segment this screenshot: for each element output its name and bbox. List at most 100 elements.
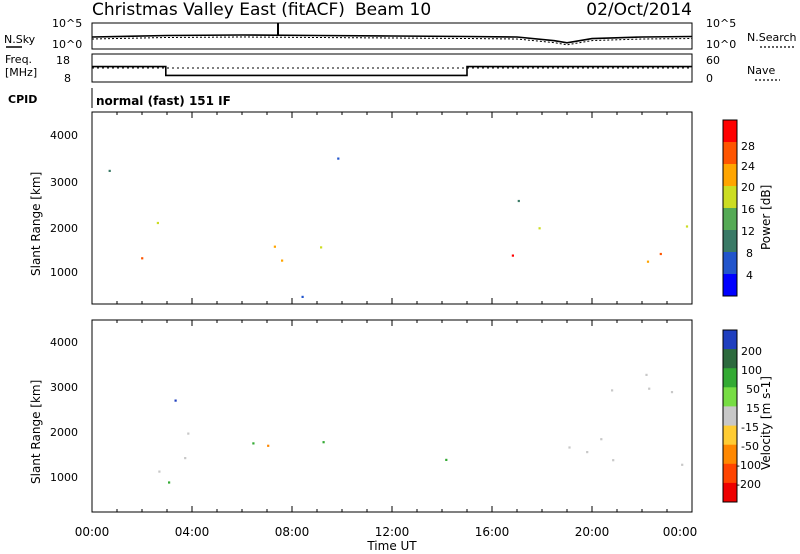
power-axis-ticks [91,112,693,304]
power-cbar-label: Power [dB] [759,185,773,250]
power-cells-cell-8 [301,295,304,298]
power-cbar-12: 12 [741,225,755,238]
power-cells-cell-4 [281,259,284,262]
vel-cells-cell-1 [174,399,177,402]
vel-cbar-swatch [723,425,737,446]
noise-panel-frame [91,22,693,50]
vel-cells-cell-0 [187,432,190,435]
power-cbar-24: 24 [741,160,755,173]
vel-cells-cell-0 [158,470,161,473]
nave-tick-low: 0 [706,72,713,85]
power-cells-cell-5 [273,245,276,248]
vel-cells-cell-2 [252,442,255,445]
xtick-1200: 12:00 [375,525,410,539]
vel-cells-cell-9 [611,389,614,392]
power-cells-cell-9 [659,252,662,256]
nsky-label: N.Sky [4,33,36,46]
power-ytick-1000: 1000 [50,266,78,279]
power-cells-cell-5 [320,246,323,249]
power-cbar-swatch [723,186,737,209]
velocity-cbar-label: Velocity [m s-1] [759,376,773,470]
noise-tick-high-right: 10^5 [706,17,736,30]
power-cells-cell-10 [685,225,689,228]
vel-cbar-neg100: -100 [736,459,761,472]
vel-cells-cell-9 [645,373,648,376]
xtick-0000: 00:00 [75,525,110,539]
power-ytick-2000: 2000 [50,222,78,235]
power-panel-frame [91,111,693,305]
title-gap [355,0,445,20]
vel-cells-cell-8 [612,459,615,462]
power-ytick-3000: 3000 [50,176,78,189]
velocity-colorbar [723,330,737,503]
velocity-heatmap [158,373,684,484]
power-cells-cell-2 [108,169,111,172]
vel-cbar-swatch [723,387,737,407]
vel-ytick-2000: 2000 [50,426,78,439]
xtick-1600: 16:00 [475,525,510,539]
xlabel: Time UT [366,539,417,553]
power-cbar-swatch [723,252,737,275]
vel-cbar-neg50: -50 [741,440,759,453]
vel-ytick-3000: 3000 [50,381,78,394]
vel-cbar-swatch [723,349,737,369]
power-ytick-4000: 4000 [50,129,78,142]
power-cbar-swatch [723,142,737,165]
power-ylabel: Slant Range [km] [29,172,43,276]
freq-unit-label: [MHz] [5,66,37,79]
vel-cells-cell-8 [600,438,603,441]
freq-tick-low: 8 [64,72,71,85]
vel-cells-cell-8 [681,463,684,466]
power-cells-cell-1 [156,221,159,225]
vel-cbar-neg15: -15 [741,421,759,434]
nsearch-line [91,36,693,46]
vel-cells-cell-4 [168,481,171,484]
freq-line [92,65,692,77]
power-cbar-20: 20 [741,181,755,194]
noise-tick-high: 10^5 [52,17,82,30]
vel-cells-cell-9 [670,391,674,394]
vel-cells-cell-8 [568,446,571,449]
vel-cbar-swatch [723,482,737,503]
xtick-2000: 20:00 [575,525,610,539]
noise-tick-low-right: 10^0 [706,38,736,51]
power-colorbar [723,120,737,297]
power-cells-cell-11 [517,199,520,203]
power-cells-cell-9 [511,254,514,257]
velocity-ylabel: Slant Range [km] [29,380,43,484]
power-cells-cell-10 [538,227,541,230]
vel-ytick-1000: 1000 [50,471,78,484]
vel-cbar-100: 100 [741,364,762,377]
power-cbar-swatch [723,120,737,143]
xtick-2400: 00:00 [663,525,698,539]
nsky-line [91,34,693,44]
vel-cbar-swatch [723,463,737,484]
power-cbar-swatch [723,208,737,231]
vel-cells-cell-9 [648,387,651,390]
cpid-value: normal (fast) 151 IF [96,94,231,108]
vel-ytick-4000: 4000 [50,336,78,349]
vel-cells-cell-7 [445,458,448,461]
power-cells-cell-9 [646,260,650,263]
vel-cells-cell-2 [322,441,325,444]
velocity-axis-ticks [91,320,693,512]
power-cbar-4: 4 [746,269,753,282]
vel-cbar-swatch [723,406,737,426]
freq-label: Freq. [5,53,32,66]
vel-cells-cell-8 [586,451,589,454]
beam-label: Beam 10 [355,0,431,20]
vel-cbar-15: 15 [746,402,760,415]
date-label: 02/Oct/2014 [586,0,692,20]
xtick-0400: 04:00 [175,525,210,539]
nave-tick-high: 60 [706,54,720,67]
vel-cbar-swatch [723,368,737,388]
cpid-label: CPID [8,93,37,106]
velocity-colorbar-frame [722,329,738,503]
vel-cbar-200: 200 [741,345,762,358]
power-cells-cell-7 [337,157,340,160]
plot-title: Christmas Valley East (fitACF) [92,0,345,20]
xtick-0800: 08:00 [275,525,310,539]
nsearch-label: N.Search [747,31,797,44]
vel-cells-cell-0 [184,457,187,460]
